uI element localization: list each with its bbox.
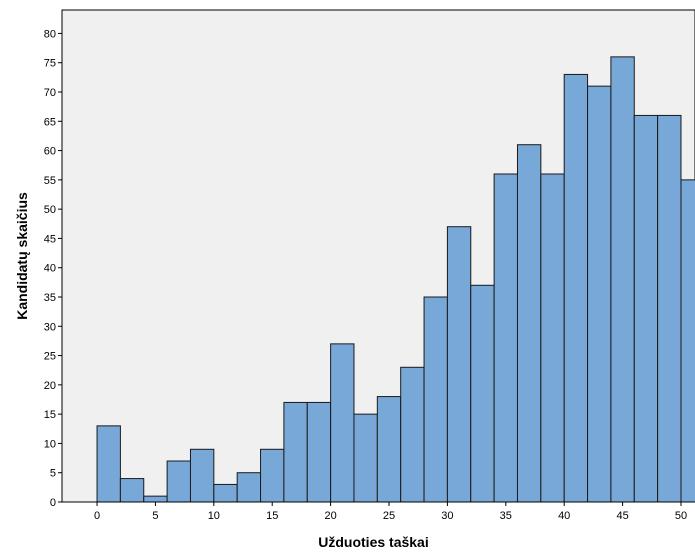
bar-11 (353, 413, 378, 503)
y-tick-label-1: 5 (50, 468, 56, 480)
bar-16 (470, 284, 495, 503)
y-tick-label-0: 0 (50, 497, 56, 509)
y-tick-label-14: 70 (44, 87, 56, 99)
bar-23 (633, 114, 659, 503)
x-tick-label-6: 30 (441, 510, 453, 522)
bar-9 (306, 401, 332, 503)
y-tick-label-4: 20 (44, 380, 56, 392)
bar-21 (587, 85, 612, 503)
bar-22 (610, 56, 635, 503)
x-tick-label-1: 5 (152, 510, 158, 522)
bar-13 (400, 366, 425, 503)
y-tick-label-13: 65 (44, 116, 56, 128)
y-tick-label-15: 75 (44, 58, 56, 70)
y-tick-label-8: 40 (44, 263, 56, 275)
bar-4 (189, 448, 215, 503)
bar-15 (446, 226, 472, 503)
x-tick-label-9: 45 (616, 510, 628, 522)
bar-8 (283, 401, 308, 503)
bar-25 (680, 179, 695, 503)
bar-6 (236, 472, 262, 503)
y-tick-label-6: 30 (44, 321, 56, 333)
y-tick-label-12: 60 (44, 146, 56, 158)
y-tick-label-10: 50 (44, 204, 56, 216)
bar-5 (213, 483, 238, 503)
x-axis-title: Užduoties taškai (318, 534, 428, 550)
x-tick-label-5: 25 (383, 510, 395, 522)
bar-1 (119, 478, 145, 503)
y-tick-label-5: 25 (44, 351, 56, 363)
x-tick-label-2: 10 (208, 510, 220, 522)
y-axis-title: Kandidatų skaičius (14, 192, 30, 320)
x-axis-ticks: 0 5 10 15 20 25 30 35 40 45 50 (94, 502, 687, 522)
y-tick-label-11: 55 (44, 175, 56, 187)
bar-7 (260, 448, 285, 503)
bar-17 (493, 173, 518, 503)
y-tick-label-16: 80 (44, 28, 56, 40)
x-tick-label-4: 20 (324, 510, 336, 522)
x-tick-label-8: 40 (558, 510, 570, 522)
x-tick-label-3: 15 (266, 510, 278, 522)
bar-20 (563, 73, 589, 503)
y-tick-label-2: 10 (44, 438, 56, 450)
bar-18 (516, 144, 542, 503)
x-tick-label-10: 50 (675, 510, 687, 522)
bar-0 (96, 425, 121, 503)
x-tick-label-7: 35 (500, 510, 512, 522)
bar-2 (143, 495, 168, 503)
y-tick-label-9: 45 (44, 233, 56, 245)
bar-14 (423, 296, 448, 503)
bar-3 (166, 460, 191, 503)
bar-10 (330, 343, 355, 503)
y-axis-ticks: 0 5 10 15 20 25 30 35 40 45 50 55 60 65 70 75 80 (44, 28, 62, 509)
bar-12 (376, 396, 402, 503)
bar-24 (657, 114, 682, 503)
y-tick-label-3: 15 (44, 409, 56, 421)
x-tick-label-0: 0 (94, 510, 100, 522)
y-tick-label-7: 35 (44, 292, 56, 304)
bar-19 (540, 173, 565, 503)
